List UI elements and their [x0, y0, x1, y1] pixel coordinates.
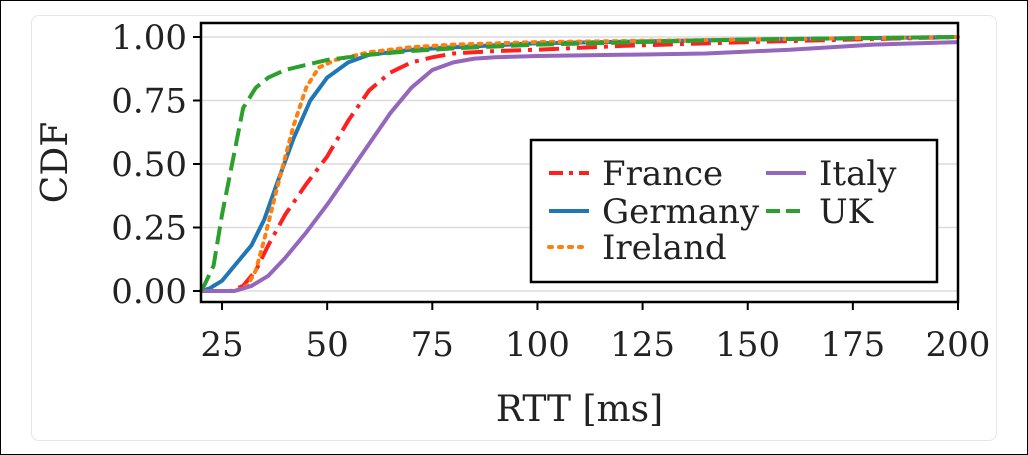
series-lines [199, 35, 960, 293]
legend-label-italy: Italy [819, 154, 897, 194]
x-tick-label: 100 [505, 325, 570, 365]
x-tick-label: 175 [820, 325, 885, 365]
x-tick-label: 50 [306, 325, 349, 365]
legend-box [529, 138, 939, 284]
legend-label-uk: UK [819, 192, 874, 232]
y-tick-label: 0.75 [111, 82, 187, 122]
legend-label-ireland: Ireland [602, 228, 727, 268]
series-line-uk [199, 35, 959, 292]
y-tick-label: 0.50 [111, 145, 187, 185]
x-tick-label: 75 [411, 325, 454, 365]
x-axis-label: RTT [ms] [496, 389, 663, 430]
series-line-ireland [199, 35, 960, 293]
y-axis-label: CDF [35, 122, 76, 203]
y-tick-label: 1.00 [111, 18, 187, 58]
x-tick-label: 25 [200, 325, 243, 365]
series-line-germany [200, 35, 959, 293]
axis-ticks: 0.00 0.25 0.50 0.75 1.00 25 50 75 100 125 150 175 20… [111, 18, 990, 365]
y-tick-label: 0.25 [111, 209, 187, 249]
series-line-france [201, 35, 959, 293]
legend-label-germany: Germany [602, 192, 760, 232]
x-tick-label: 125 [610, 325, 675, 365]
legend-label-france: France [602, 154, 723, 194]
x-tick-label: 200 [926, 325, 991, 365]
x-tick-label: 150 [715, 325, 780, 365]
plot-area-frame [199, 21, 960, 304]
y-tick-label: 0.00 [111, 272, 187, 312]
series-line-italy [201, 40, 959, 293]
